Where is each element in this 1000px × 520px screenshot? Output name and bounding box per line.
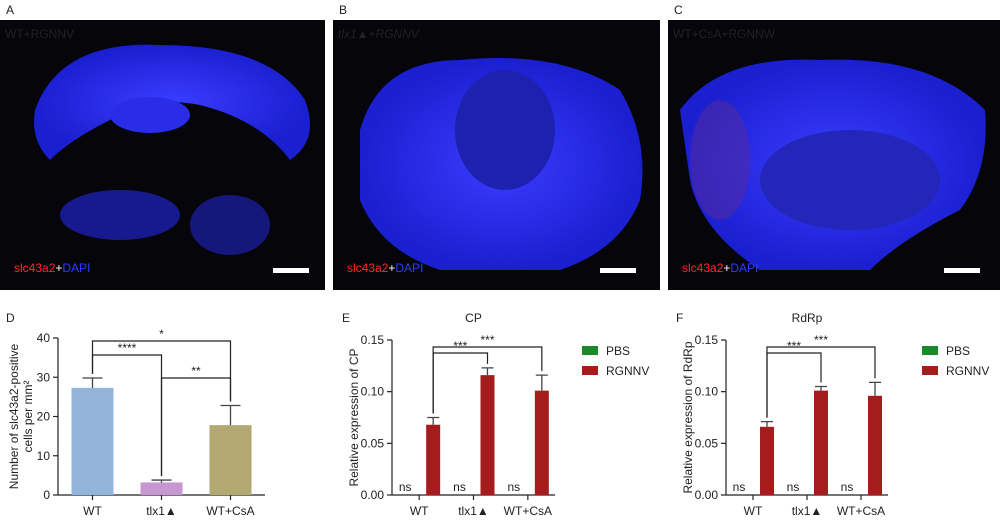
ns-label: ns xyxy=(841,480,854,494)
bar xyxy=(71,387,114,495)
bar xyxy=(140,482,183,495)
significance-bracket xyxy=(160,377,232,477)
panel-letter: E xyxy=(342,311,350,325)
x-tick-label: WT+CsA xyxy=(837,504,885,518)
significance-label: * xyxy=(159,327,164,341)
significance-bracket xyxy=(766,352,822,418)
y-tick-label: 40 xyxy=(37,331,51,345)
significance-bracket xyxy=(432,346,543,414)
y-tick-label: 0.05 xyxy=(695,436,719,450)
panel-letter: A xyxy=(6,3,14,17)
significance-bracket xyxy=(432,352,489,414)
error-bar xyxy=(427,416,440,425)
y-tick-label: 10 xyxy=(37,449,51,463)
bar xyxy=(209,425,252,495)
x-tick-label: tlx1▲ xyxy=(146,504,177,518)
x-tick-label: WT xyxy=(744,504,763,518)
error-bar xyxy=(535,374,548,391)
y-tick-label: 0.00 xyxy=(695,488,719,502)
panel-letter: C xyxy=(674,3,683,17)
x-tick-label: WT+CsA xyxy=(206,504,254,518)
y-tick-label: 0.15 xyxy=(695,333,719,347)
y-axis-label: Number of slc43a2-positive xyxy=(7,343,21,489)
stain-label-part: slc43a2 xyxy=(14,261,56,275)
micrograph-a xyxy=(0,20,325,290)
micrograph-c xyxy=(668,20,1000,290)
stain-label-part: DAPI xyxy=(395,261,423,275)
y-tick-label: 0.10 xyxy=(361,385,385,399)
y-tick-label: 0.05 xyxy=(361,436,385,450)
error-bar xyxy=(220,404,241,426)
x-tick-label: WT xyxy=(83,504,102,518)
significance-label: ** xyxy=(191,364,201,378)
y-tick-label: 20 xyxy=(37,410,51,424)
chart-title: CP xyxy=(465,311,482,325)
legend-swatch xyxy=(582,346,598,355)
significance-label: *** xyxy=(814,333,828,347)
y-tick-label: 30 xyxy=(37,370,51,384)
panel-caption: WT+CsA+RGNNW xyxy=(673,27,776,41)
stain-label-part: + xyxy=(55,261,62,275)
legend-label: PBS xyxy=(606,344,630,358)
panel-caption: WT+RGNNV xyxy=(5,27,74,41)
bar xyxy=(534,390,549,495)
legend-swatch xyxy=(922,366,938,375)
error-bar xyxy=(481,367,494,376)
legend-label: RGNNV xyxy=(606,364,649,378)
bar xyxy=(426,424,441,495)
legend-label: RGNNV xyxy=(946,364,989,378)
ns-label: ns xyxy=(787,480,800,494)
stain-label-part: + xyxy=(723,261,730,275)
error-bar xyxy=(82,377,103,388)
significance-label: *** xyxy=(453,339,467,353)
legend-label: PBS xyxy=(946,344,970,358)
significance-label: *** xyxy=(480,333,494,347)
legend-swatch xyxy=(582,366,598,375)
ns-label: ns xyxy=(733,480,746,494)
micrograph-b xyxy=(333,20,660,290)
error-bar xyxy=(151,479,172,483)
significance-bracket xyxy=(91,340,232,402)
bar xyxy=(480,375,495,495)
stain-label-part: slc43a2 xyxy=(347,261,389,275)
y-tick-label: 0 xyxy=(43,488,50,502)
significance-label: *** xyxy=(787,339,801,353)
panel-caption: tlx1▲+RGNNV xyxy=(338,27,420,41)
bar xyxy=(868,395,882,495)
y-axis-label: Relative expression of RdRp xyxy=(681,341,695,493)
stain-label-part: DAPI xyxy=(62,261,90,275)
y-axis-label: Relative expression of CP xyxy=(347,348,361,486)
bar xyxy=(814,390,828,495)
panel-letter: F xyxy=(676,311,683,325)
bar xyxy=(760,426,774,495)
ns-label: ns xyxy=(507,480,520,494)
y-tick-label: 0.00 xyxy=(361,488,385,502)
x-tick-label: tlx1▲ xyxy=(792,504,823,518)
error-bar xyxy=(761,420,773,427)
y-tick-label: 0.15 xyxy=(361,333,385,347)
stain-label: slc43a2+DAPI xyxy=(14,261,90,275)
significance-bracket xyxy=(766,346,876,418)
panel-letter: D xyxy=(6,311,15,325)
y-tick-label: 0.10 xyxy=(695,385,719,399)
ns-label: ns xyxy=(453,480,466,494)
stain-label: slc43a2+DAPI xyxy=(347,261,423,275)
legend-swatch xyxy=(922,346,938,355)
error-bar xyxy=(869,381,881,396)
y-axis-label: cells per mm² xyxy=(21,380,35,452)
x-tick-label: tlx1▲ xyxy=(458,504,489,518)
error-bar xyxy=(815,385,827,391)
panel-letter: B xyxy=(339,3,347,17)
ns-label: ns xyxy=(399,480,412,494)
significance-label: **** xyxy=(118,341,137,355)
stain-label-part: + xyxy=(388,261,395,275)
x-tick-label: WT xyxy=(410,504,429,518)
stain-label: slc43a2+DAPI xyxy=(682,261,758,275)
stain-label-part: DAPI xyxy=(730,261,758,275)
x-tick-label: WT+CsA xyxy=(504,504,552,518)
chart-title: RdRp xyxy=(792,311,823,325)
stain-label-part: slc43a2 xyxy=(682,261,724,275)
